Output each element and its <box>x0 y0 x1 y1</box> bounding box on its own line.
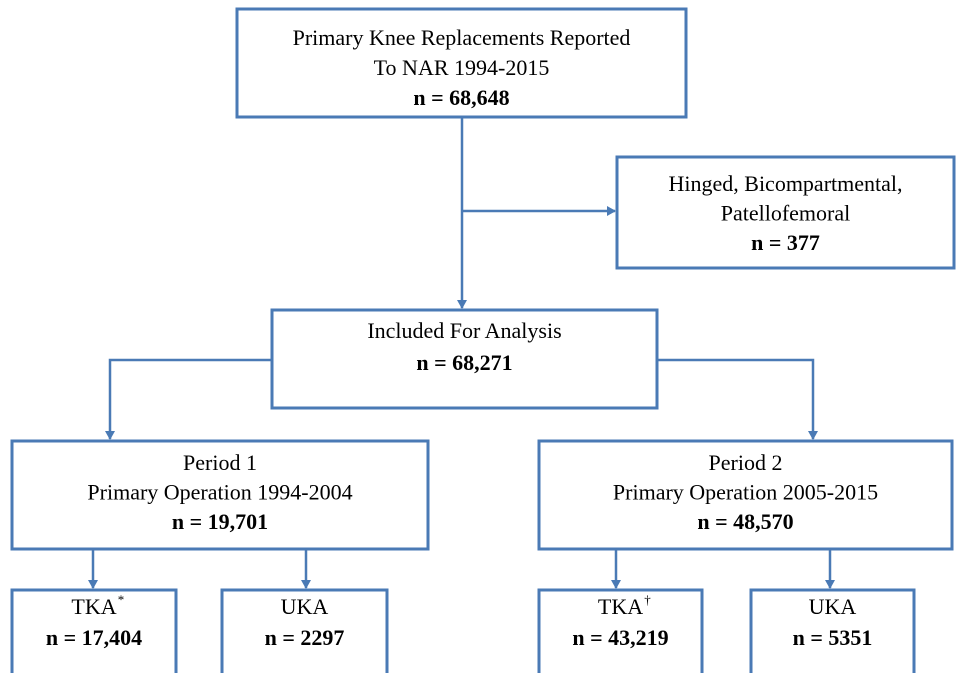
node-count: n = 43,219 <box>572 625 668 650</box>
node-box <box>220 588 389 673</box>
node: Included For Analysis n = 68,271 <box>270 308 659 410</box>
node-box <box>235 7 688 119</box>
node-count: n = 377 <box>751 230 820 255</box>
node-label: Primary Operation 2005-2015 <box>613 480 878 505</box>
node-count: n = 68,648 <box>413 85 509 110</box>
node-marker: * <box>118 592 125 607</box>
node-box <box>270 308 659 410</box>
node-label: Hinged, Bicompartmental, <box>669 171 903 196</box>
node-count: n = 19,701 <box>172 509 268 534</box>
node-label: Period 2 <box>709 450 783 475</box>
node-label: UKA <box>809 594 857 619</box>
node-label: Included For Analysis <box>367 318 561 343</box>
node-label: Primary Operation 1994-2004 <box>87 480 352 505</box>
node: Period 2 Primary Operation 2005-2015 n = 4… <box>537 439 954 551</box>
node: TKA † n = 43,219 <box>537 588 704 673</box>
node: Primary Knee Replacements Reported To NAR… <box>235 7 688 119</box>
node-count: n = 68,271 <box>416 350 512 375</box>
connectors <box>88 117 835 589</box>
node-box <box>10 439 430 551</box>
arrow <box>105 358 272 440</box>
node-label: Primary Knee Replacements Reported <box>293 25 631 50</box>
node: Hinged, Bicompartmental, Patellofemoral n … <box>615 155 956 270</box>
node-count: n = 48,570 <box>697 509 793 534</box>
node-label: Period 1 <box>183 450 257 475</box>
node-marker: † <box>644 592 651 607</box>
node-label: To NAR 1994-2015 <box>374 55 550 80</box>
node-box <box>10 588 178 673</box>
node-box <box>615 155 956 270</box>
node-count: n = 5351 <box>793 625 873 650</box>
node-label: UKA <box>281 594 329 619</box>
node-label: Patellofemoral <box>721 201 851 226</box>
node-label: TKA <box>71 594 116 619</box>
node: UKA n = 2297 <box>220 588 389 673</box>
node: TKA * n = 17,404 <box>10 588 178 673</box>
node-box <box>749 588 916 673</box>
arrow <box>657 358 818 440</box>
node-count: n = 2297 <box>265 625 345 650</box>
node-box <box>537 588 704 673</box>
node-count: n = 17,404 <box>46 625 142 650</box>
node: UKA n = 5351 <box>749 588 916 673</box>
node-label: TKA <box>598 594 643 619</box>
node-box <box>537 439 954 551</box>
node: Period 1 Primary Operation 1994-2004 n = 1… <box>10 439 430 551</box>
